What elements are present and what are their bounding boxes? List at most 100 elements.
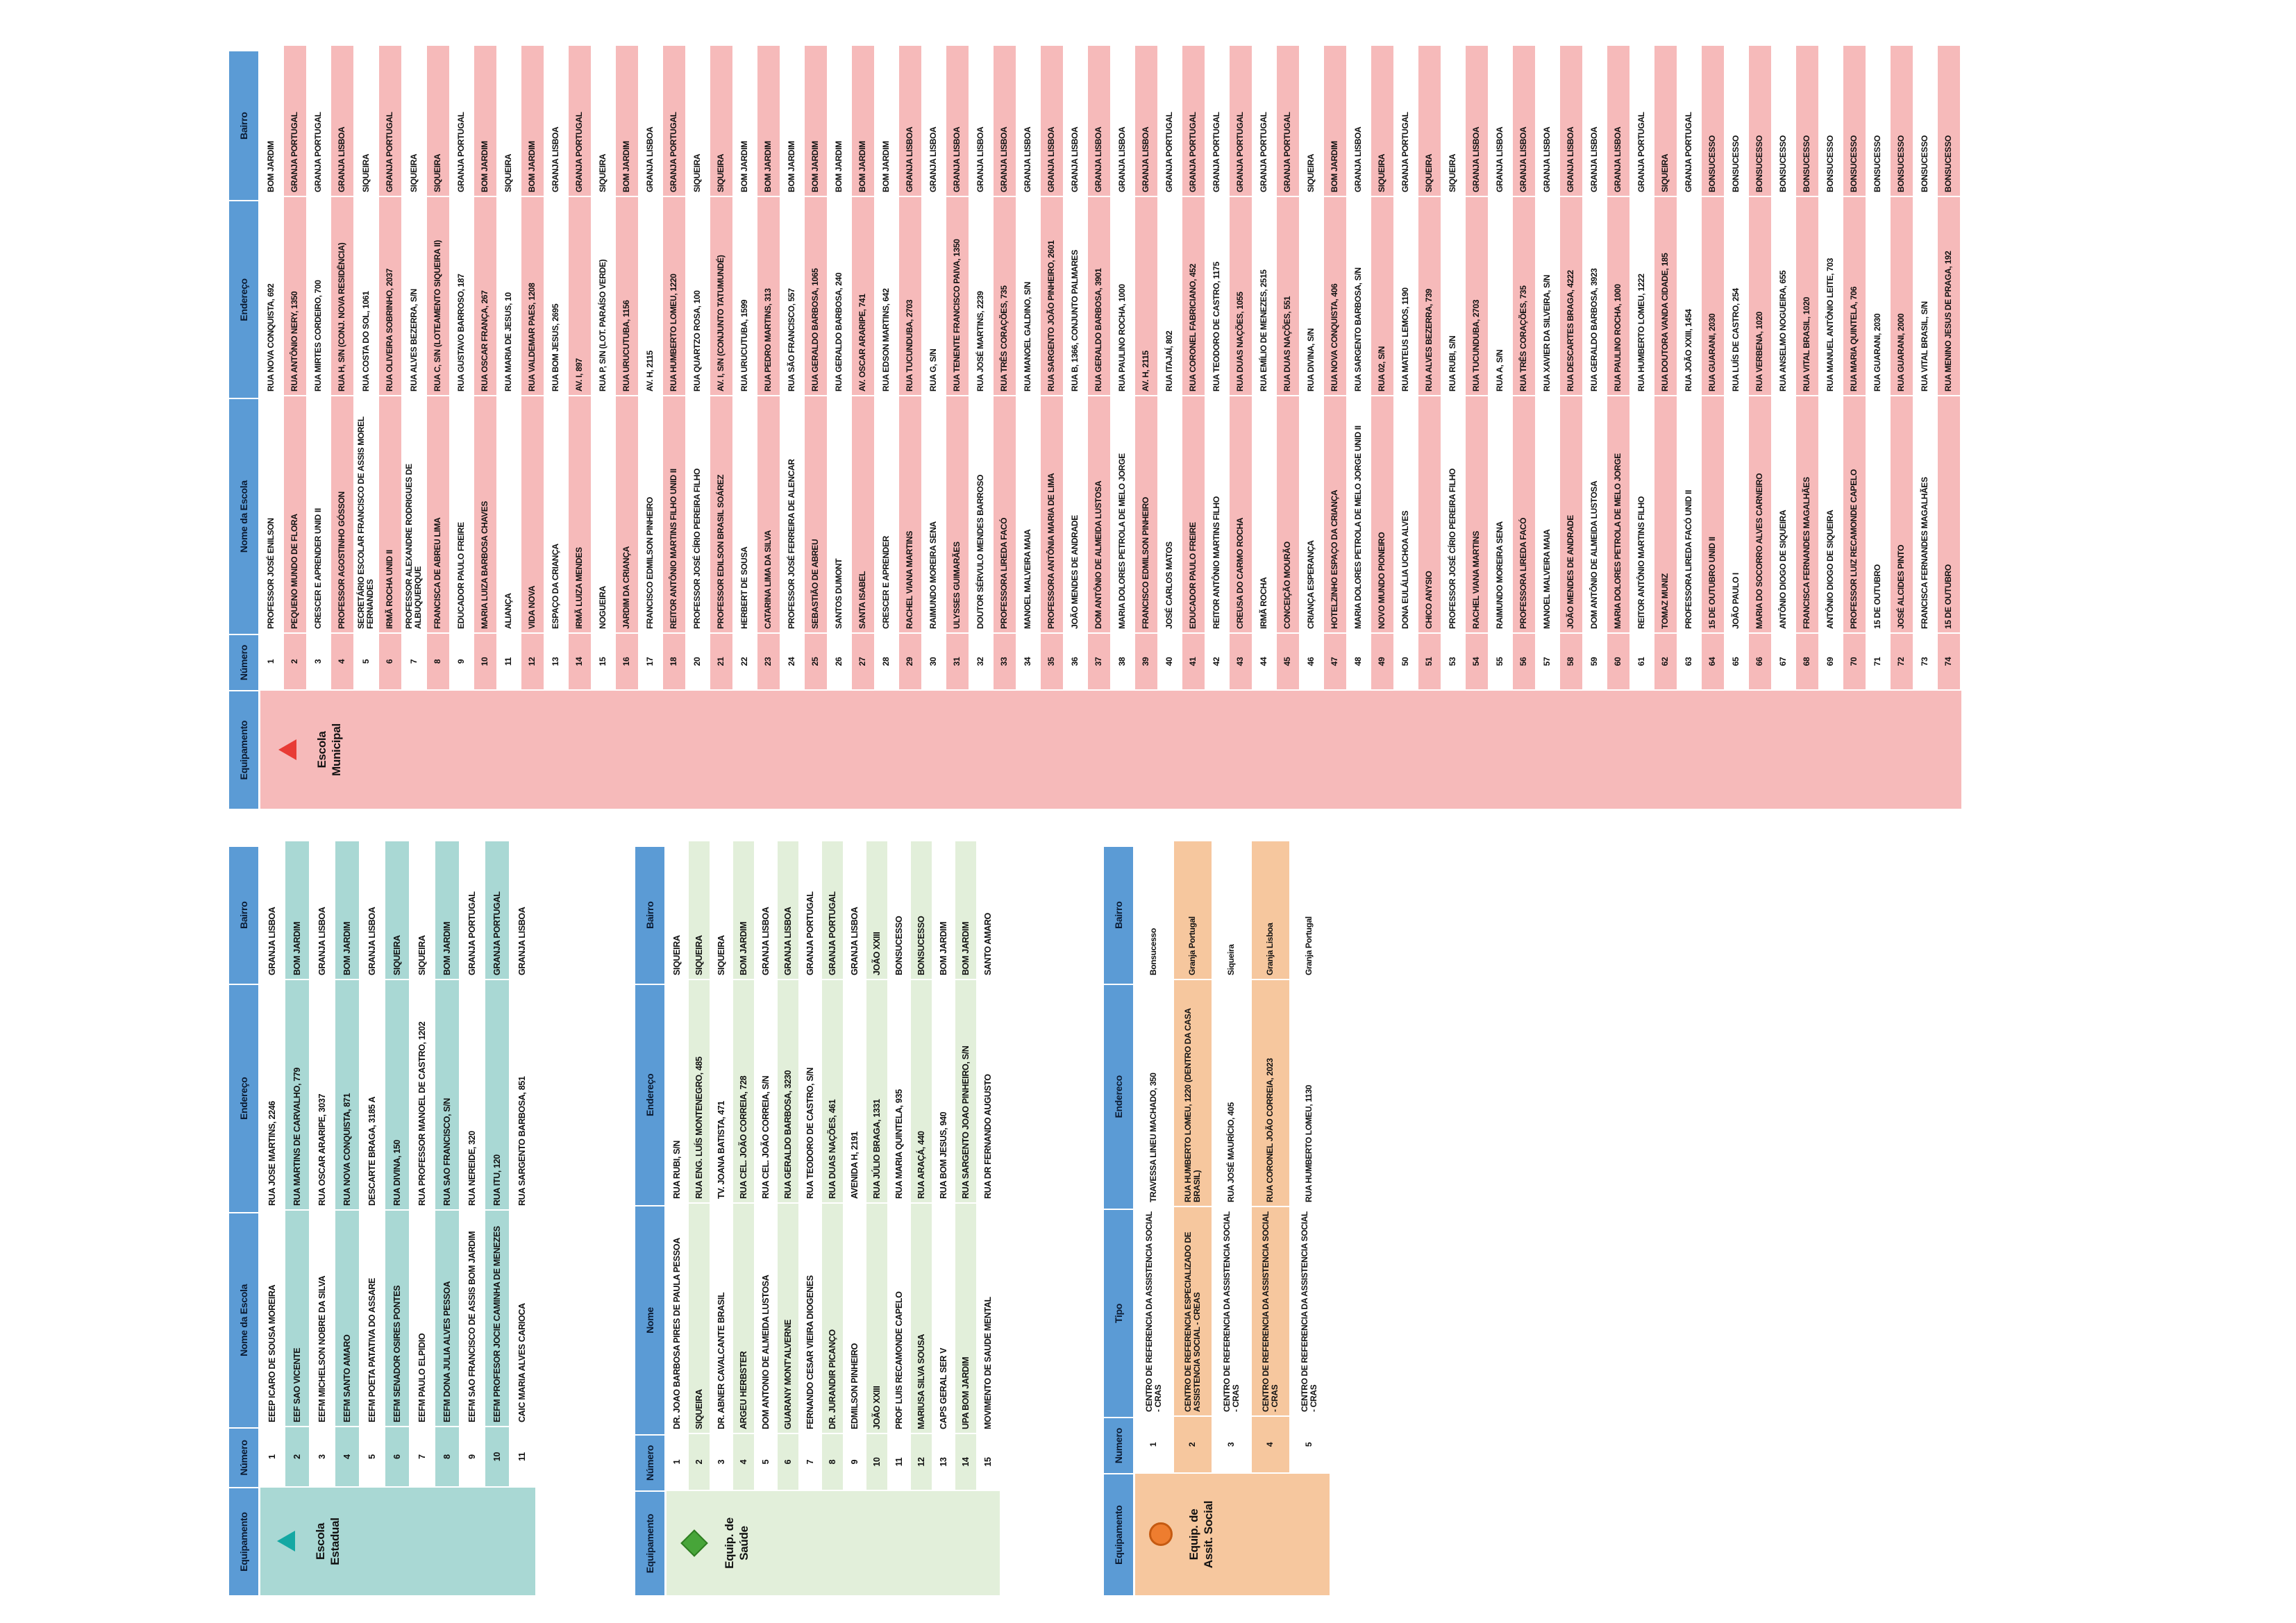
district-cell: GRANJA LISBOA bbox=[1589, 126, 1600, 192]
table-row: 35 PROFESSORA ANTÔNIA MARIA DE LIMA RUA SA… bbox=[1040, 44, 1063, 689]
district-cell: BOM JARDIM bbox=[521, 46, 544, 196]
address-cell: RUA TEODORO DE CASTRO, 1175 bbox=[1212, 262, 1222, 392]
social-table-header: Equipamento Numero Tipo Endereco Bairro bbox=[1104, 846, 1133, 1595]
table-row: 13 ESPAÇO DA CRIANÇA RUA BOM JESUS, 2695 GR… bbox=[545, 44, 567, 689]
district-cell: BONSUCESSO bbox=[1825, 135, 1836, 192]
district-cell: GRANJA PORTUGAL bbox=[1212, 112, 1222, 192]
district-cell: BOM JARDIM bbox=[787, 141, 797, 192]
name-cell: UPA BOM JARDIM bbox=[955, 1204, 976, 1433]
row-number: 12 bbox=[911, 1434, 932, 1490]
address-cell: RUA OSCAR FRANÇA, 267 bbox=[474, 197, 496, 395]
address-cell: RUA B, 1366, CONJUNTO PALMARES bbox=[1070, 250, 1080, 392]
district-cell: GRANJA LISBOA bbox=[778, 841, 798, 979]
row-number: 4 bbox=[335, 1427, 359, 1486]
table-row: 38 MARIA DOLORES PETROLA DE MELO JORGE RUA… bbox=[1112, 44, 1134, 689]
row-number: 66 bbox=[1748, 634, 1771, 689]
name-cell: MARIA DOLORES PETROLA DE MELO JORGE bbox=[1117, 453, 1128, 629]
name-cell: 15 DE OUTUBRO bbox=[1937, 396, 1960, 632]
table-row: 56 PROFESSORA LIREDA FACÓ RUA TRÊS CORAÇÕE… bbox=[1512, 44, 1535, 689]
table-row: 15 NOGUEIRA RUA P, S/N (LOT. PARAÍSO VERDE… bbox=[592, 44, 614, 689]
table-row: 8 EEFM DONA JULIA ALVES PESSOA RUA SAO FRA… bbox=[435, 840, 459, 1486]
name-cell: MARIUSA SILVA SOUSA bbox=[911, 1204, 932, 1433]
name-cell: EEEP ICARO DE SOUSA MOREIRA bbox=[267, 1284, 277, 1422]
district-cell: GRANJA LISBOA bbox=[1465, 46, 1488, 196]
district-cell: BOM JARDIM bbox=[335, 841, 359, 979]
column-header: Equipamento bbox=[229, 691, 258, 809]
state-equipment-label: Escola Estadual bbox=[314, 1517, 342, 1565]
municipal-table-header: Equipamento Número Nome da Escola Endereço B… bbox=[229, 50, 258, 809]
district-cell: GRANJA PORTUGAL bbox=[1400, 112, 1411, 192]
row-number: 17 bbox=[645, 657, 655, 666]
row-number: 5 bbox=[761, 1459, 771, 1465]
row-number: 6 bbox=[778, 1434, 798, 1490]
district-cell: GRANJA PORTUGAL bbox=[805, 891, 815, 975]
name-cell: SEBASTIÃO DE ABREU bbox=[804, 396, 827, 632]
row-number: 13 bbox=[939, 1457, 948, 1467]
column-header: Numero bbox=[1104, 1418, 1133, 1474]
district-cell: BONSUCESSO bbox=[1890, 46, 1913, 196]
health-diamond-icon bbox=[680, 1529, 708, 1557]
district-cell: GRANJA PORTUGAL bbox=[467, 891, 477, 975]
address-cell: RUA MANUEL ANTÔNIO LEITE, 703 bbox=[1825, 258, 1836, 392]
row-number: 34 bbox=[1023, 657, 1033, 666]
address-cell: RUA PROFESSOR MANOEL DE CASTRO, 1202 bbox=[417, 1021, 427, 1206]
district-cell: GRANJA PORTUGAL bbox=[1636, 112, 1647, 192]
row-number: 11 bbox=[517, 1452, 527, 1461]
row-number: 59 bbox=[1589, 657, 1600, 666]
name-cell: CONCEIÇÃO MOURÃO bbox=[1276, 396, 1299, 632]
row-number: 23 bbox=[757, 634, 780, 689]
state-school-triangle-icon bbox=[277, 1531, 295, 1552]
district-cell: SIQUEIRA bbox=[692, 153, 703, 192]
row-number: 9 bbox=[456, 659, 467, 664]
district-cell: BONSUCESSO bbox=[894, 916, 904, 975]
name-cell: DR. ABNER CAVALCANTE BRASIL bbox=[717, 1292, 726, 1429]
table-row: 42 REITOR ANTÔNIO MARTINS FILHO RUA TEODOR… bbox=[1206, 44, 1228, 689]
row-number: 3 bbox=[317, 1454, 327, 1459]
name-cell: FERNANDO CESAR VIEIRA DIOGENES bbox=[805, 1275, 815, 1429]
column-header: Nome bbox=[635, 1206, 664, 1434]
table-row: 5 EEFM POETA PATATIVA DO ASSARE DESCARTE B… bbox=[360, 840, 384, 1486]
name-cell: SIQUEIRA bbox=[689, 1204, 710, 1433]
municipal-school-triangle-icon bbox=[278, 739, 296, 760]
row-number: 3 bbox=[1226, 1442, 1237, 1447]
name-cell: MARIA LUIZA BARBOSA CHAVES bbox=[474, 396, 496, 632]
table-row: 1 EEEP ICARO DE SOUSA MOREIRA RUA JOSE MAR… bbox=[260, 840, 284, 1486]
column-header: Número bbox=[229, 634, 258, 691]
row-number: 22 bbox=[739, 657, 750, 666]
district-cell: GRANJA LISBOA bbox=[1040, 46, 1063, 196]
name-cell: MARIA DOLORES PETROLA DE MELO JORGE bbox=[1607, 396, 1629, 632]
address-cell: RUA EMÍLIO DE MENEZES, 2515 bbox=[1259, 269, 1269, 392]
district-cell: GRANJA LISBOA bbox=[850, 907, 860, 975]
name-cell: CAPS GERAL SER V bbox=[939, 1347, 948, 1429]
district-cell: BOM JARDIM bbox=[615, 46, 638, 196]
district-cell: GRANJA LISBOA bbox=[317, 907, 327, 975]
row-number: 10 bbox=[474, 634, 496, 689]
row-number: 1 bbox=[267, 1454, 277, 1459]
name-cell: PROFESSORA ANTÔNIA MARIA DE LIMA bbox=[1040, 396, 1063, 632]
address-cell: RUA G, S/N bbox=[928, 348, 939, 392]
row-number: 15 bbox=[598, 657, 608, 666]
name-cell: RACHEL VIANA MARTINS bbox=[898, 396, 921, 632]
table-row: 4 EEFM SANTO AMARO RUA NOVA CONQUISTA, 871… bbox=[335, 840, 359, 1486]
address-cell: RUA SAO FRANCISCO, S/N bbox=[435, 980, 459, 1209]
table-row: 37 DOM ANTÔNIO DE ALMEIDA LUSTOSA RUA GERA… bbox=[1087, 44, 1110, 689]
row-number: 72 bbox=[1890, 634, 1913, 689]
name-cell: DR. JOAO BARBOSA PIRES DE PAULA PESSOA bbox=[672, 1238, 682, 1429]
name-cell: FRANCISCA FERNANDES MAGALHÃES bbox=[1920, 477, 1930, 629]
district-cell: SIQUEIRA bbox=[1654, 46, 1677, 196]
name-cell: ANTÔNIO DIOGO DE SIQUEIRA bbox=[1778, 510, 1788, 629]
address-cell: RUA ITU, 120 bbox=[485, 980, 509, 1209]
table-row: 6 EEFM SENADOR OSIRES PONTES RUA DIVINA, 1… bbox=[385, 840, 409, 1486]
district-cell: BOM JARDIM bbox=[834, 141, 844, 192]
name-cell: CENTRO DE REFERENCIA DA ASSISTENCIA SOCI… bbox=[1252, 1207, 1289, 1415]
district-cell: GRANJA LISBOA bbox=[1542, 126, 1552, 192]
row-number: 2 bbox=[1174, 1417, 1212, 1472]
district-cell: BONSUCESSO bbox=[1731, 135, 1741, 192]
district-cell: BOM JARDIM bbox=[955, 841, 976, 979]
district-cell: GRANJA LISBOA bbox=[1134, 46, 1157, 196]
district-cell: GRANJA PORTUGAL bbox=[568, 46, 591, 196]
address-cell: RUA SARGENTO BARBOSA, 851 bbox=[517, 1076, 527, 1206]
row-number: 51 bbox=[1418, 634, 1441, 689]
district-cell: GRANJA LISBOA bbox=[1559, 46, 1582, 196]
address-cell: RUA NEREIDE, 320 bbox=[467, 1131, 477, 1206]
